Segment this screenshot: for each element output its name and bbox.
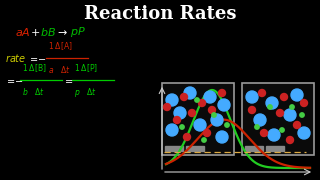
Circle shape [225,123,229,127]
Circle shape [174,107,186,119]
Circle shape [280,128,284,132]
Circle shape [300,100,308,107]
Text: $rate$: $rate$ [5,52,26,64]
Text: $1\;\Delta\mathrm{[P]}$: $1\;\Delta\mathrm{[P]}$ [74,62,98,74]
Circle shape [255,125,259,129]
Text: $+$: $+$ [30,26,40,37]
Bar [186,146,204,151]
Text: $\rightarrow$: $\rightarrow$ [55,27,68,37]
Text: $aA$: $aA$ [15,26,31,38]
Circle shape [260,129,268,136]
Text: $=$: $=$ [63,75,74,85]
Circle shape [183,134,190,141]
Text: $1\;\Delta\mathrm{[A]}$: $1\;\Delta\mathrm{[A]}$ [48,40,73,52]
Circle shape [180,125,184,129]
Circle shape [166,94,178,106]
Circle shape [209,107,215,114]
Text: $=$: $=$ [5,75,16,85]
Circle shape [286,136,293,143]
Bar [242,83,314,155]
Circle shape [204,129,211,136]
Text: $bB$: $bB$ [40,26,56,38]
Bar [266,146,284,151]
Circle shape [219,89,226,96]
Text: Reaction Rates: Reaction Rates [84,5,236,23]
Circle shape [266,97,278,109]
Circle shape [211,114,223,126]
Circle shape [180,93,188,100]
Circle shape [198,100,205,107]
Circle shape [290,105,294,109]
Circle shape [246,91,258,103]
Circle shape [173,116,180,123]
Circle shape [184,87,196,99]
Bar [245,146,263,151]
Text: $=$: $=$ [28,53,39,63]
Circle shape [188,109,196,116]
Circle shape [218,99,230,111]
Circle shape [204,91,216,103]
Text: $b\quad\Delta t$: $b\quad\Delta t$ [22,86,45,97]
Circle shape [293,122,300,129]
Text: $1\;\Delta\mathrm{[B]}$: $1\;\Delta\mathrm{[B]}$ [22,62,47,74]
Circle shape [268,129,280,141]
Circle shape [195,98,199,102]
Circle shape [164,103,171,111]
Circle shape [166,124,178,136]
Circle shape [276,109,284,116]
Circle shape [300,113,304,117]
Circle shape [281,93,287,100]
Text: $-$: $-$ [37,53,46,63]
Circle shape [194,119,206,131]
Bar [165,146,183,151]
Circle shape [284,109,296,121]
Text: $p\quad\Delta t$: $p\quad\Delta t$ [74,86,97,99]
Text: $a\quad\Delta t$: $a\quad\Delta t$ [48,64,70,75]
Circle shape [254,114,266,126]
Circle shape [212,113,216,117]
Bar [162,83,234,155]
Circle shape [202,138,206,142]
Circle shape [216,131,228,143]
Circle shape [259,89,266,96]
Circle shape [249,107,255,114]
Text: $-$: $-$ [14,75,23,85]
Circle shape [291,89,303,101]
Circle shape [298,127,310,139]
Text: $pP$: $pP$ [70,25,86,39]
Circle shape [268,105,272,109]
